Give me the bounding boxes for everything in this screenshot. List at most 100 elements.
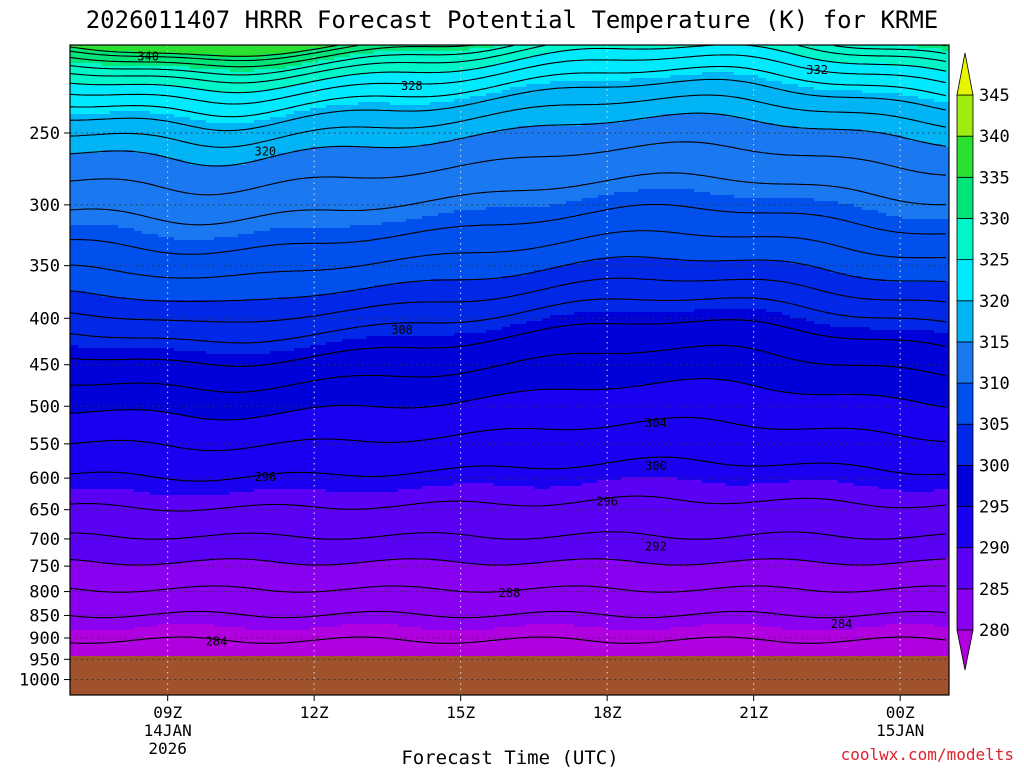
fill-cell [166, 435, 175, 439]
fill-cell [182, 183, 191, 187]
fill-cell [70, 222, 79, 226]
fill-cell [174, 390, 183, 394]
fill-cell [86, 411, 95, 415]
fill-cell [102, 84, 111, 88]
fill-cell [78, 174, 87, 178]
fill-cell [166, 414, 175, 418]
fill-cell [134, 648, 143, 652]
fill-cell [94, 612, 103, 616]
fill-cell [102, 231, 111, 235]
fill-cell [102, 480, 111, 484]
fill-cell [174, 129, 183, 133]
fill-cell [110, 204, 119, 208]
fill-cell [78, 276, 87, 280]
fill-cell [150, 129, 159, 133]
fill-cell [150, 462, 159, 466]
fill-cell [174, 483, 183, 487]
fill-cell [198, 378, 207, 382]
fill-cell [110, 216, 119, 220]
fill-cell [150, 369, 159, 373]
fill-cell [166, 606, 175, 610]
fill-cell [150, 642, 159, 646]
fill-cell [70, 582, 79, 586]
fill-cell [78, 246, 87, 250]
fill-cell [198, 69, 207, 73]
fill-cell [158, 321, 167, 325]
fill-cell [174, 351, 183, 355]
fill-cell [134, 591, 143, 595]
fill-cell [86, 177, 95, 181]
fill-cell [142, 333, 151, 337]
fill-cell [94, 180, 103, 184]
fill-cell [198, 342, 207, 346]
fill-cell [110, 90, 119, 94]
fill-cell [190, 120, 199, 124]
fill-cell [78, 267, 87, 271]
fill-cell [70, 51, 79, 55]
fill-cell [110, 303, 119, 307]
fill-cell [78, 543, 87, 547]
fill-cell [118, 402, 127, 406]
fill-cell [182, 312, 191, 316]
fill-cell [94, 501, 103, 505]
fill-cell [70, 180, 79, 184]
fill-cell [78, 150, 87, 154]
fill-cell [182, 399, 191, 403]
fill-cell [118, 606, 127, 610]
fill-cell [78, 321, 87, 325]
fill-cell [142, 276, 151, 280]
fill-cell [118, 390, 127, 394]
fill-cell [110, 138, 119, 142]
fill-cell [174, 585, 183, 589]
fill-cell [134, 183, 143, 187]
fill-cell [150, 534, 159, 538]
fill-cell [126, 624, 135, 628]
fill-cell [158, 249, 167, 253]
fill-cell [142, 606, 151, 610]
fill-cell [126, 564, 135, 568]
fill-cell [70, 81, 79, 85]
fill-cell [110, 453, 119, 457]
fill-cell [182, 525, 191, 529]
fill-cell [126, 363, 135, 367]
fill-cell [78, 81, 87, 85]
fill-cell [158, 213, 167, 217]
fill-cell [158, 258, 167, 262]
fill-cell [150, 453, 159, 457]
fill-cell [166, 531, 175, 535]
fill-cell [134, 168, 143, 172]
fill-cell [198, 246, 207, 250]
fill-cell [182, 528, 191, 532]
fill-cell [102, 414, 111, 418]
fill-cell [118, 603, 127, 607]
fill-cell [198, 348, 207, 352]
fill-cell [142, 438, 151, 442]
fill-cell [158, 228, 167, 232]
fill-cell [118, 264, 127, 268]
fill-cell [174, 441, 183, 445]
fill-cell [134, 555, 143, 559]
fill-cell [78, 561, 87, 565]
fill-cell [94, 72, 103, 76]
fill-cell [158, 639, 167, 643]
fill-cell [94, 306, 103, 310]
fill-cell [158, 627, 167, 631]
fill-cell [134, 462, 143, 466]
fill-cell [158, 540, 167, 544]
fill-cell [182, 120, 191, 124]
fill-cell [86, 396, 95, 400]
fill-cell [70, 156, 79, 160]
fill-cell [182, 654, 191, 658]
fill-cell [134, 390, 143, 394]
fill-cell [126, 165, 135, 169]
fill-cell [102, 453, 111, 457]
fill-cell [158, 180, 167, 184]
fill-cell [174, 321, 183, 325]
fill-cell [126, 597, 135, 601]
fill-cell [150, 48, 159, 52]
fill-cell [134, 363, 143, 367]
fill-cell [126, 600, 135, 604]
fill-cell [94, 165, 103, 169]
fill-cell [182, 411, 191, 415]
fill-cell [78, 177, 87, 181]
